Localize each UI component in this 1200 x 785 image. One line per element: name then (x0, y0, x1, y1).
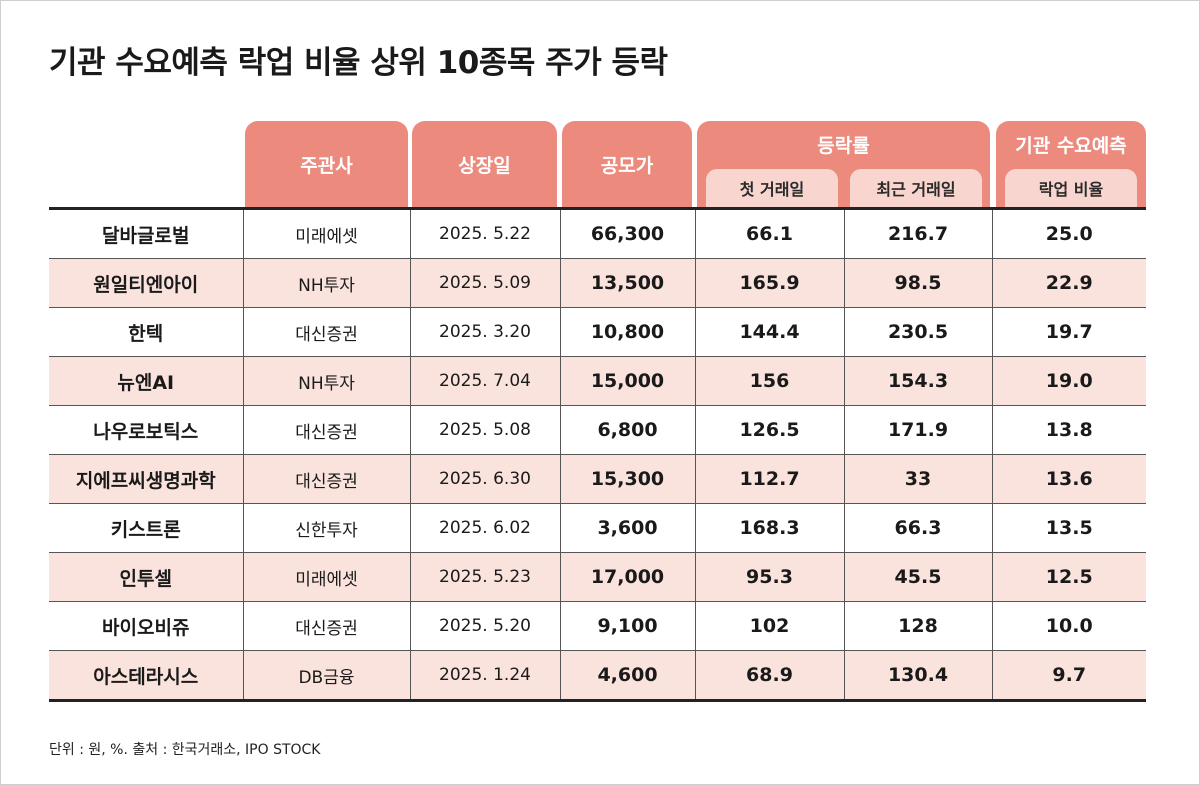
cell-ipo-price: 15,300 (559, 454, 695, 504)
cell-lockup-ratio: 25.0 (991, 208, 1146, 259)
cell-stock-name: 뉴엔AI (49, 356, 243, 406)
cell-underwriter: 대신증권 (242, 405, 410, 455)
cell-recent-day-change: 154.3 (843, 356, 992, 406)
cell-recent-day-change: 230.5 (843, 307, 992, 357)
cell-lockup-ratio: 13.8 (991, 405, 1146, 455)
table-row: 달바글로벌 미래에셋 2025. 5.22 66,300 66.1 216.7 25.0 (49, 208, 1146, 259)
table-row: 원일티엔아이 NH투자 2025. 5.09 13,500 165.9 98.5 22.9 (49, 258, 1146, 308)
cell-recent-day-change: 128 (843, 601, 992, 651)
cell-ipo-price: 66,300 (559, 208, 695, 259)
source-footnote: 단위 : 원, %. 출처 : 한국거래소, IPO STOCK (49, 742, 321, 758)
cell-stock-name: 나우로보틱스 (49, 405, 243, 455)
cell-lockup-ratio: 9.7 (991, 650, 1146, 701)
cell-underwriter: 미래에셋 (242, 208, 410, 259)
cell-first-day-change: 165.9 (694, 258, 844, 308)
header-listing-date: 상장일 (412, 121, 557, 207)
cell-recent-day-change: 45.5 (843, 552, 992, 602)
cell-stock-name: 바이오비쥬 (49, 601, 243, 651)
table-row: 키스트론 신한투자 2025. 6.02 3,600 168.3 66.3 13.5 (49, 503, 1146, 553)
cell-lockup-ratio: 13.5 (991, 503, 1146, 553)
cell-ipo-price: 17,000 (559, 552, 695, 602)
table-row: 인투셀 미래에셋 2025. 5.23 17,000 95.3 45.5 12.5 (49, 552, 1146, 602)
cell-lockup-ratio: 22.9 (991, 258, 1146, 308)
cell-lockup-ratio: 19.0 (991, 356, 1146, 406)
cell-listing-date: 2025. 3.20 (409, 307, 560, 357)
cell-first-day-change: 126.5 (694, 405, 844, 455)
cell-underwriter: NH투자 (242, 356, 410, 406)
cell-lockup-ratio: 12.5 (991, 552, 1146, 602)
cell-first-day-change: 144.4 (694, 307, 844, 357)
table-row: 한텍 대신증권 2025. 3.20 10,800 144.4 230.5 19.7 (49, 307, 1146, 357)
cell-lockup-ratio: 13.6 (991, 454, 1146, 504)
cell-ipo-price: 10,800 (559, 307, 695, 357)
cell-first-day-change: 68.9 (694, 650, 844, 701)
cell-stock-name: 원일티엔아이 (49, 258, 243, 308)
cell-underwriter: 신한투자 (242, 503, 410, 553)
cell-ipo-price: 9,100 (559, 601, 695, 651)
cell-recent-day-change: 33 (843, 454, 992, 504)
cell-first-day-change: 66.1 (694, 208, 844, 259)
header-underwriter: 주관사 (245, 121, 408, 207)
cell-recent-day-change: 66.3 (843, 503, 992, 553)
cell-listing-date: 2025. 6.30 (409, 454, 560, 504)
table-row: 지에프씨생명과학 대신증권 2025. 6.30 15,300 112.7 33 13.6 (49, 454, 1146, 504)
table-row: 아스테라시스 DB금융 2025. 1.24 4,600 68.9 130.4 9.7 (49, 650, 1146, 701)
cell-ipo-price: 3,600 (559, 503, 695, 553)
cell-first-day-change: 102 (694, 601, 844, 651)
ipo-lockup-table: 달바글로벌 미래에셋 2025. 5.22 66,300 66.1 216.7 25.0 원일… (49, 207, 1146, 702)
cell-stock-name: 달바글로벌 (102, 224, 190, 247)
cell-underwriter: DB금융 (242, 650, 410, 701)
cell-listing-date: 2025. 7.04 (409, 356, 560, 406)
cell-listing-date: 2025. 6.02 (409, 503, 560, 553)
cell-stock-name: 아스테라시스 (49, 650, 243, 701)
cell-recent-day-change: 130.4 (843, 650, 992, 701)
cell-stock-name: 지에프씨생명과학 (49, 454, 243, 504)
cell-recent-day-change: 98.5 (843, 258, 992, 308)
cell-listing-date: 2025. 5.20 (409, 601, 560, 651)
cell-listing-date: 2025. 1.24 (409, 650, 560, 701)
cell-ipo-price: 6,800 (559, 405, 695, 455)
cell-listing-date: 2025. 5.23 (409, 552, 560, 602)
cell-ipo-price: 13,500 (559, 258, 695, 308)
cell-underwriter: 미래에셋 (242, 552, 410, 602)
table-row: 나우로보틱스 대신증권 2025. 5.08 6,800 126.5 171.9 13.8 (49, 405, 1146, 455)
cell-stock-name: 키스트론 (49, 503, 243, 553)
cell-listing-date: 2025. 5.08 (409, 405, 560, 455)
header-ipo-price: 공모가 (562, 121, 692, 207)
cell-recent-day-change: 171.9 (843, 405, 992, 455)
cell-listing-date: 2025. 5.22 (409, 208, 560, 259)
page-title: 기관 수요예측 락업 비율 상위 10종목 주가 등락 (49, 45, 668, 81)
header-demand-label: 기관 수요예측 (1015, 135, 1127, 157)
cell-lockup-ratio: 10.0 (991, 601, 1146, 651)
cell-stock-name: 인투셀 (49, 552, 243, 602)
cell-first-day-change: 95.3 (694, 552, 844, 602)
cell-underwriter: 대신증권 (242, 454, 410, 504)
header-change-label: 등락률 (817, 135, 870, 157)
cell-underwriter: 대신증권 (242, 601, 410, 651)
cell-ipo-price: 15,000 (559, 356, 695, 406)
cell-first-day-change: 156 (694, 356, 844, 406)
table-row: 뉴엔AI NH투자 2025. 7.04 15,000 156 154.3 19.0 (49, 356, 1146, 406)
cell-first-day-change: 112.7 (694, 454, 844, 504)
cell-stock-name: 한텍 (49, 307, 243, 357)
cell-listing-date: 2025. 5.09 (409, 258, 560, 308)
cell-recent-day-change: 216.7 (843, 208, 992, 259)
cell-lockup-ratio: 19.7 (991, 307, 1146, 357)
cell-first-day-change: 168.3 (694, 503, 844, 553)
table-row: 바이오비쥬 대신증권 2025. 5.20 9,100 102 128 10.0 (49, 601, 1146, 651)
cell-underwriter: NH투자 (242, 258, 410, 308)
header-recent-day: 최근 거래일 (850, 169, 982, 207)
cell-ipo-price: 4,600 (559, 650, 695, 701)
cell-underwriter: 대신증권 (242, 307, 410, 357)
header-first-day: 첫 거래일 (706, 169, 838, 207)
header-lockup-ratio: 락업 비율 (1005, 169, 1137, 207)
